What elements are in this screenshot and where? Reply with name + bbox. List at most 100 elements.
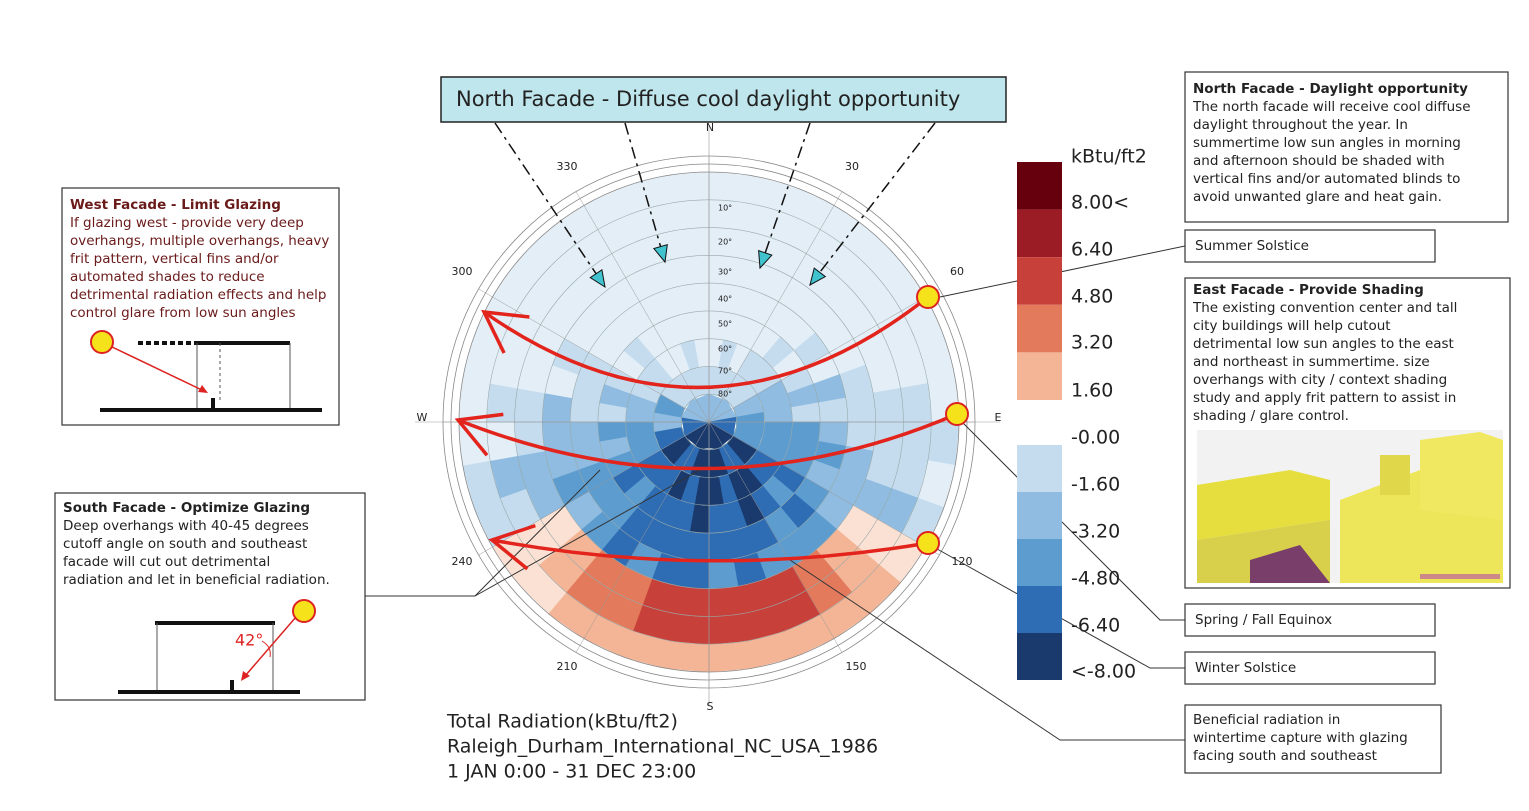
box-line: vertical fins and/or automated blinds to <box>1193 171 1460 187</box>
banner-box <box>440 76 1007 123</box>
dome-cell <box>486 421 518 461</box>
beneficial-box <box>1184 704 1442 774</box>
box-title: West Facade - Limit Glazing <box>70 197 281 213</box>
azimuth-label: 210 <box>557 660 578 673</box>
legend-label: -0.00 <box>1071 427 1120 449</box>
banner-subtitle: - Diffuse cool daylight opportunity <box>602 87 961 111</box>
dome-cell <box>542 392 573 423</box>
daylight-arrowhead <box>589 268 606 289</box>
box-line: avoid unwanted glare and heat gain. <box>1193 189 1442 205</box>
box-line: automated shades to reduce <box>70 269 265 285</box>
azimuth-label: 150 <box>846 660 867 673</box>
callout-label: Winter Solstice <box>1195 660 1296 676</box>
west-box <box>61 187 340 426</box>
legend-swatch <box>1017 445 1062 492</box>
dome-cell <box>674 227 710 259</box>
legend-swatch <box>1017 352 1062 400</box>
box-line: The existing convention center and tall <box>1192 300 1457 316</box>
azimuth-line <box>575 191 710 423</box>
angle-label: 42° <box>235 631 263 650</box>
caption-line: Raleigh_Durham_International_NC_USA_1986 <box>447 736 878 758</box>
altitude-label: 70° <box>718 367 732 376</box>
sky-dome <box>415 125 1000 705</box>
box-line: radiation and let in beneficial radiatio… <box>63 572 330 588</box>
dome-cell <box>872 387 904 423</box>
box-line: frit pattern, vertical fins and/or <box>70 251 279 267</box>
box-line: facade will cut out detrimental <box>63 554 270 570</box>
sun-path-arrow <box>454 412 504 457</box>
daylight-arrow <box>809 122 936 286</box>
altitude-label: 20° <box>718 238 732 247</box>
context-model-image <box>1197 430 1503 583</box>
compass-label: S <box>707 700 714 713</box>
box-title: North Facade - Daylight opportunity <box>1193 81 1468 97</box>
dome-cell <box>900 383 932 423</box>
legend-swatch <box>1017 633 1062 680</box>
dome-cell <box>679 255 710 286</box>
box-title: East Facade - Provide Shading <box>1193 282 1424 298</box>
azimuth-label: 120 <box>952 555 973 568</box>
dome-cell <box>514 421 546 457</box>
banner-title: North Facade <box>456 87 595 111</box>
box-line: overhangs, multiple overhangs, heavy <box>70 233 329 249</box>
altitude-label: 60° <box>718 345 732 354</box>
sun <box>916 285 940 309</box>
box-line: shading / glare control. <box>1193 408 1349 424</box>
callout-label: Spring / Fall Equinox <box>1195 612 1332 628</box>
dome-cell <box>665 171 710 204</box>
dome-cell <box>708 585 744 617</box>
azimuth-label: 240 <box>452 555 473 568</box>
dome-cell <box>708 640 753 673</box>
azimuth-label: 300 <box>452 265 473 278</box>
dome-cell <box>708 171 753 204</box>
box-line: control glare from low sun angles <box>70 305 296 321</box>
azimuth-label: 330 <box>557 160 578 173</box>
callout-line: wintertime capture with glazing <box>1193 730 1408 746</box>
legend-label: 3.20 <box>1071 332 1113 354</box>
compass-label: E <box>995 411 1002 424</box>
summer-box <box>1184 229 1436 263</box>
legend-swatch <box>1017 304 1062 353</box>
azimuth-line <box>708 191 843 423</box>
dome-cell <box>670 199 710 231</box>
box-line: detrimental low sun angles to the east <box>1193 336 1454 352</box>
azimuth-line <box>708 288 940 423</box>
legend-swatch <box>1017 586 1062 633</box>
south-box <box>54 492 366 701</box>
box-line: The north facade will receive cool diffu… <box>1192 99 1471 115</box>
dome-cell <box>708 558 739 589</box>
sun-path <box>457 412 958 471</box>
callout-label: Summer Solstice <box>1195 238 1309 254</box>
dome-cell <box>670 613 710 645</box>
legend-swatch <box>1017 492 1062 539</box>
daylight-arrowhead <box>809 267 827 286</box>
dome-cell <box>674 585 710 617</box>
box-line: If glazing west - provide very deep <box>70 215 304 231</box>
azimuth-line <box>708 421 843 653</box>
sun <box>916 531 940 555</box>
callout-line: Beneficial radiation in <box>1193 712 1340 728</box>
daylight-arrowhead <box>652 243 668 264</box>
dome-cell <box>665 640 710 673</box>
winter-box <box>1184 651 1436 685</box>
box-line: cutoff angle on south and southeast <box>63 536 307 552</box>
west-illustration <box>90 330 322 412</box>
sun-path-arrow <box>481 309 530 354</box>
legend-label: -6.40 <box>1071 615 1120 637</box>
north-box <box>1184 71 1509 223</box>
altitude-label: 50° <box>718 320 732 329</box>
compass-label: W <box>417 411 428 424</box>
box-line: study and apply frit pattern to assist i… <box>1193 390 1456 406</box>
legend-unit: kBtu/ft2 <box>1071 146 1147 168</box>
dome-cell <box>679 558 710 589</box>
legend-label: <-8.00 <box>1071 661 1136 683</box>
altitude-label: 30° <box>718 268 732 277</box>
box-line: and northeast in summertime. size <box>1193 354 1430 370</box>
sun-path <box>482 295 930 390</box>
dome-cell <box>845 392 876 423</box>
banner-text: North Facade - Diffuse cool daylight opp… <box>456 87 960 111</box>
box-line: overhangs with city / context shading <box>1193 372 1447 388</box>
daylight-arrow <box>759 122 811 269</box>
legend-swatch <box>1017 257 1062 305</box>
legend-label: 1.60 <box>1071 380 1113 402</box>
